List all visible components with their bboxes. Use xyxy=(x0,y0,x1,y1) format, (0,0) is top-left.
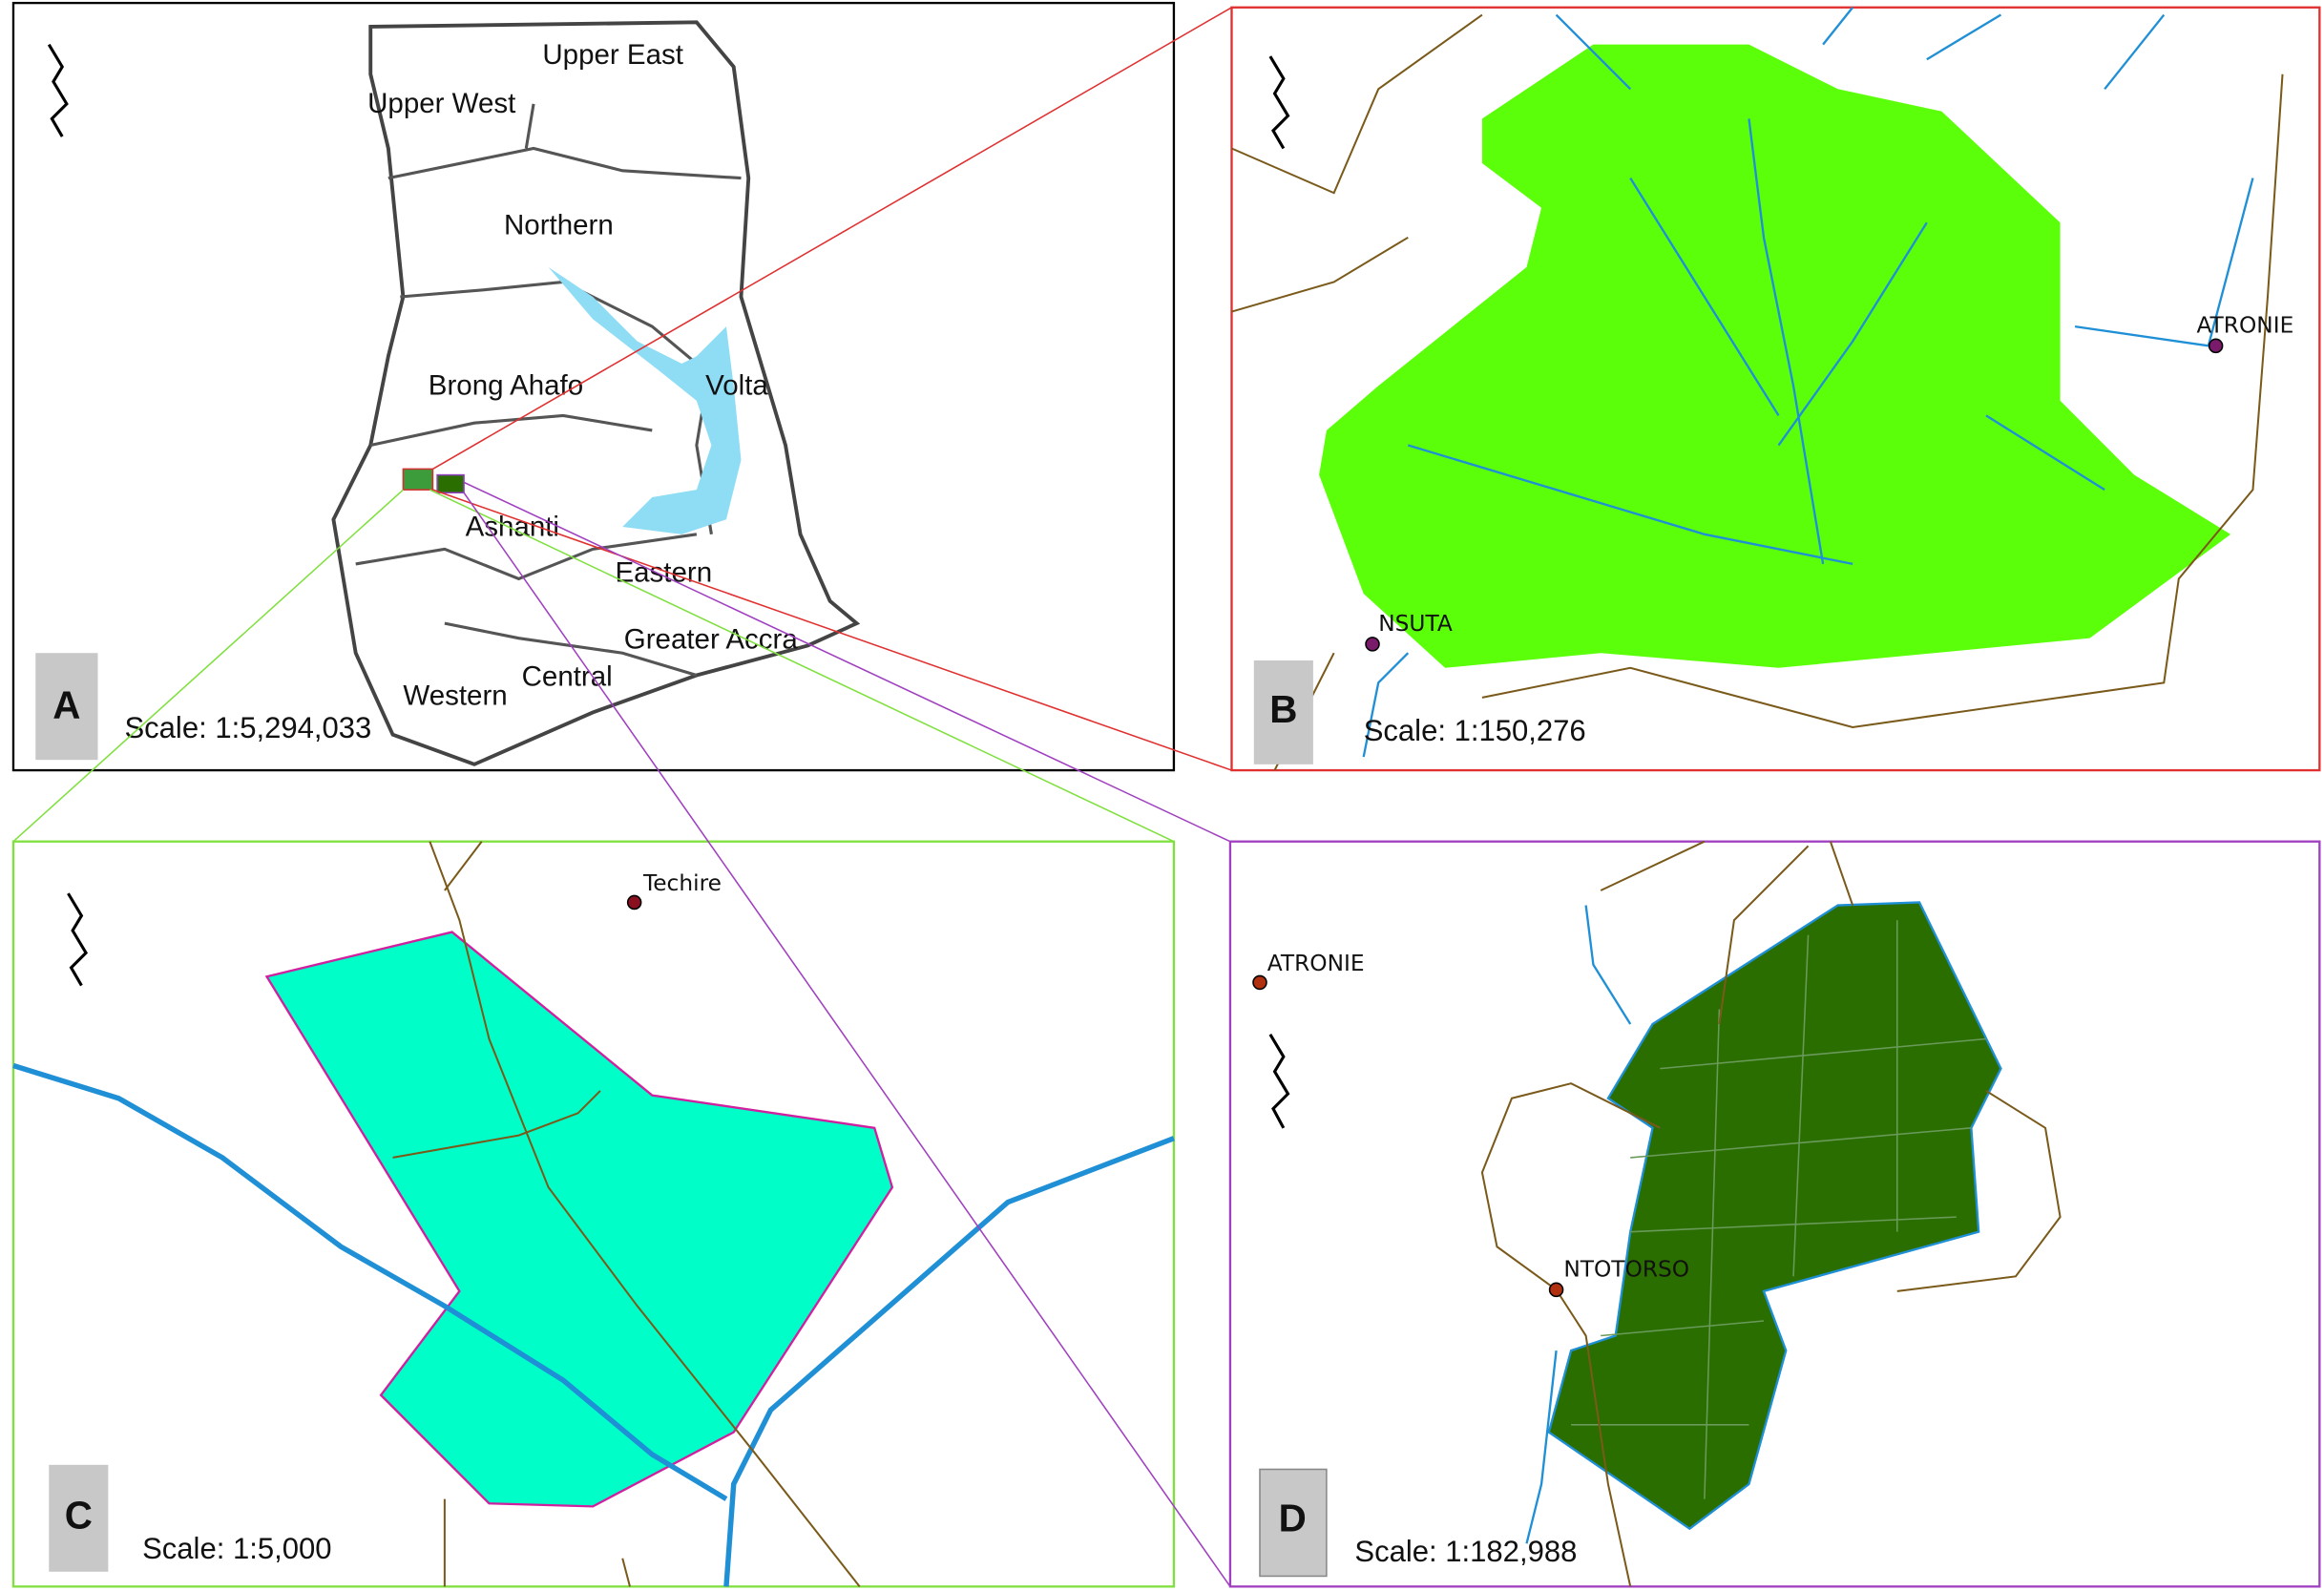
road xyxy=(1480,840,2062,1587)
north-arrow xyxy=(1268,1034,1290,1129)
scale-text: Scale: 1:5,000 xyxy=(142,1532,331,1565)
river xyxy=(1362,7,2254,758)
north-arrow xyxy=(47,43,69,137)
connector xyxy=(432,7,1232,771)
place-label: NTOTORSO xyxy=(1563,1256,1689,1282)
river xyxy=(1525,905,1632,1544)
study-area xyxy=(1547,901,2002,1531)
letter-box xyxy=(49,1464,109,1572)
panel-a: A Scale: 1:5,294,033 Upper East Upper We… xyxy=(11,1,1176,772)
place-label: Techire xyxy=(642,870,722,896)
panel-b: ATRONIE NSUTA B Scale: 1:150,276 xyxy=(1230,6,2321,772)
road xyxy=(392,841,861,1587)
panel-d: ATRONIE NTOTORSO D Scale: 1:182,988 xyxy=(1228,840,2321,1588)
connector xyxy=(12,489,1175,843)
place-label: NSUTA xyxy=(1378,611,1453,637)
region-label: Eastern xyxy=(615,557,712,589)
volta-lake xyxy=(548,266,742,534)
region-label: Western xyxy=(403,680,507,712)
panel-letter: A xyxy=(52,682,80,726)
study-area xyxy=(402,468,434,491)
region-label: Volta xyxy=(705,370,768,402)
town xyxy=(2208,338,2224,354)
road xyxy=(1231,13,2284,771)
panel-letter: C xyxy=(65,1493,93,1537)
north-arrow xyxy=(1268,55,1290,150)
town xyxy=(626,894,642,911)
place-label: ATRONIE xyxy=(1267,951,1365,976)
connector xyxy=(463,481,1231,1587)
scale-text: Scale: 1:5,294,033 xyxy=(124,711,371,744)
scale-text: Scale: 1:182,988 xyxy=(1354,1535,1577,1568)
letter-box xyxy=(35,653,98,761)
region-label: Northern xyxy=(504,210,614,241)
town xyxy=(1365,637,1380,652)
study-area xyxy=(264,931,894,1508)
region-label: Central xyxy=(522,660,613,692)
north-arrow xyxy=(67,892,89,987)
place-label: ATRONIE xyxy=(2196,312,2293,338)
town xyxy=(1252,974,1267,991)
region-label: Upper East xyxy=(542,39,683,71)
letter-box xyxy=(1259,1468,1328,1578)
region-label: Upper West xyxy=(367,88,515,119)
letter-box xyxy=(1253,659,1313,764)
region-label: Greater Accra xyxy=(624,624,799,656)
plot-lines xyxy=(1571,920,1987,1499)
scale-text: Scale: 1:150,276 xyxy=(1364,714,1586,747)
study-area xyxy=(1319,44,2231,668)
study-area xyxy=(436,473,465,494)
panel-c: Techire C Scale: 1:5,000 xyxy=(11,840,1176,1588)
panel-letter: D xyxy=(1279,1497,1307,1540)
region-label: Brong Ahafo xyxy=(429,370,583,402)
town xyxy=(1548,1282,1564,1298)
panel-letter: B xyxy=(1269,687,1297,731)
river xyxy=(12,1062,1175,1587)
